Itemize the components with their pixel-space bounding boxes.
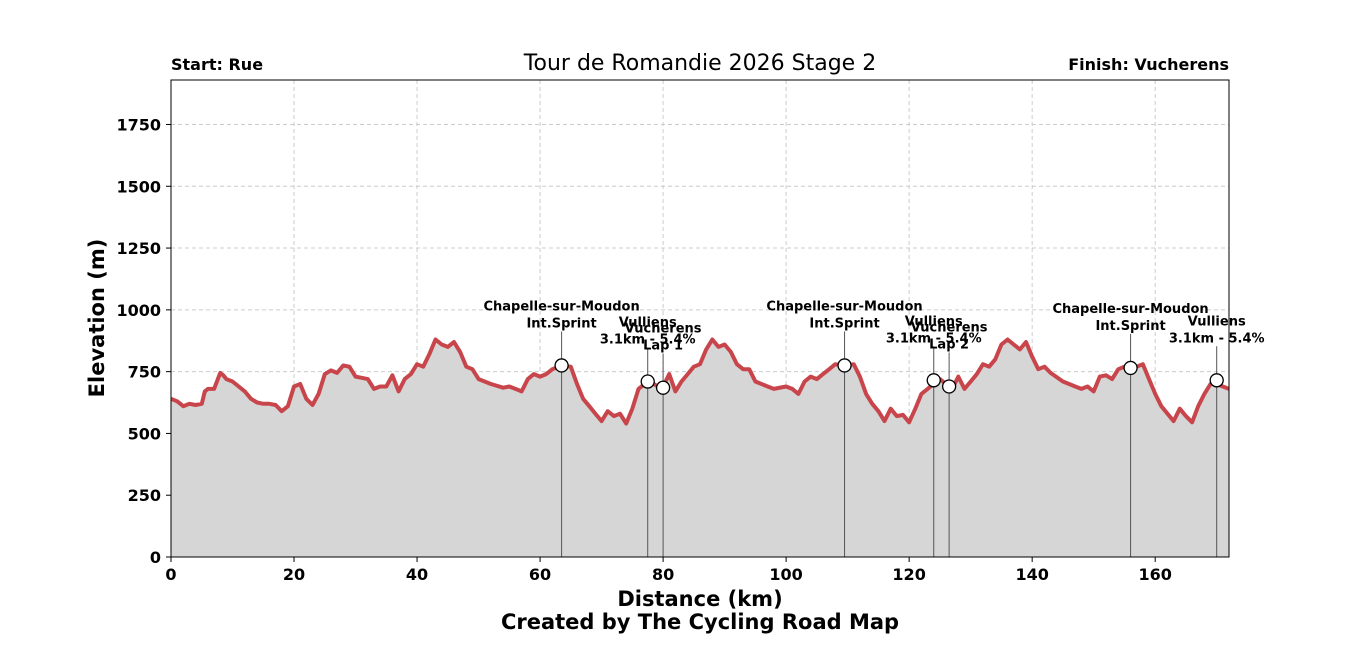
- x-tick-label: 160: [1138, 565, 1171, 584]
- annotation-label: 3.1km - 5.4%: [600, 333, 696, 348]
- annotation-marker: [837, 358, 852, 373]
- annotation-label: 3.1km - 5.4%: [1169, 331, 1265, 346]
- annotation-label: Chapelle-sur-Moudon: [766, 299, 922, 314]
- x-tick-label: 140: [1015, 565, 1048, 584]
- y-tick-label: 250: [128, 486, 161, 505]
- y-axis-label: Elevation (m): [85, 239, 109, 398]
- y-tick-label: 1500: [116, 177, 161, 196]
- chart-title: Tour de Romandie 2026 Stage 2: [523, 51, 876, 76]
- annotation-marker: [655, 380, 671, 395]
- annotation-label: Chapelle-sur-Moudon: [1052, 302, 1208, 317]
- annotation-marker: [1123, 360, 1138, 376]
- y-tick-label: 1250: [116, 239, 161, 258]
- annotation-label: Lap 2: [929, 337, 969, 352]
- y-tick-label: 0: [150, 548, 161, 567]
- x-tick-label: 40: [406, 565, 428, 584]
- x-tick-label: 120: [892, 565, 925, 584]
- start-label: Start: Rue: [171, 55, 263, 74]
- climb-and-sprint-annotations: Chapelle-sur-Moudon Int.Sprint Vulliens 3.1…: [483, 299, 1265, 395]
- finish-label: Finish: Vucherens: [1068, 55, 1229, 74]
- annotation-label: Vulliens: [1188, 314, 1246, 329]
- annotation-label: Chapelle-sur-Moudon: [483, 299, 639, 314]
- x-tick-label: 20: [283, 565, 305, 584]
- x-tick-label: 0: [165, 565, 176, 584]
- annotation-label: 3.1km - 5.4%: [886, 331, 982, 346]
- annotation-label: Lap 1: [643, 339, 683, 354]
- annotation-label: Vulliens: [905, 314, 963, 329]
- annotation-label: Vucherens: [911, 320, 988, 335]
- y-tick-label: 1000: [116, 301, 161, 320]
- x-axis-ticks: 0 20 40 60 80 100 120 140 160: [165, 557, 1172, 584]
- annotation-marker: [554, 358, 569, 373]
- x-tick-label: 100: [769, 565, 802, 584]
- elevation-area-fill: [171, 339, 1229, 557]
- annotation-label: Int.Sprint: [526, 316, 596, 331]
- x-tick-label: 80: [652, 565, 674, 584]
- y-tick-label: 750: [128, 363, 161, 382]
- annotation-label: Vucherens: [625, 322, 702, 337]
- x-tick-label: 60: [529, 565, 551, 584]
- annotation-label: Int.Sprint: [1095, 319, 1165, 334]
- annotation-marker: [640, 374, 655, 389]
- annotation-marker: [926, 373, 941, 388]
- annotation-marker: [1209, 373, 1224, 388]
- elevation-profile-line: [170, 337, 1230, 426]
- annotation-label: Int.Sprint: [809, 316, 879, 331]
- credit-text: Created by The Cycling Road Map: [501, 610, 899, 634]
- plot-frame: [170, 79, 1230, 558]
- y-tick-label: 500: [128, 424, 161, 443]
- annotation-label: Vulliens: [619, 316, 677, 331]
- annotation-marker: [941, 379, 957, 394]
- y-axis-ticks: 0 250 500 750 1000 1250 1500 1750: [116, 115, 171, 567]
- x-axis-label: Distance (km): [617, 587, 782, 611]
- y-tick-label: 1750: [116, 115, 161, 134]
